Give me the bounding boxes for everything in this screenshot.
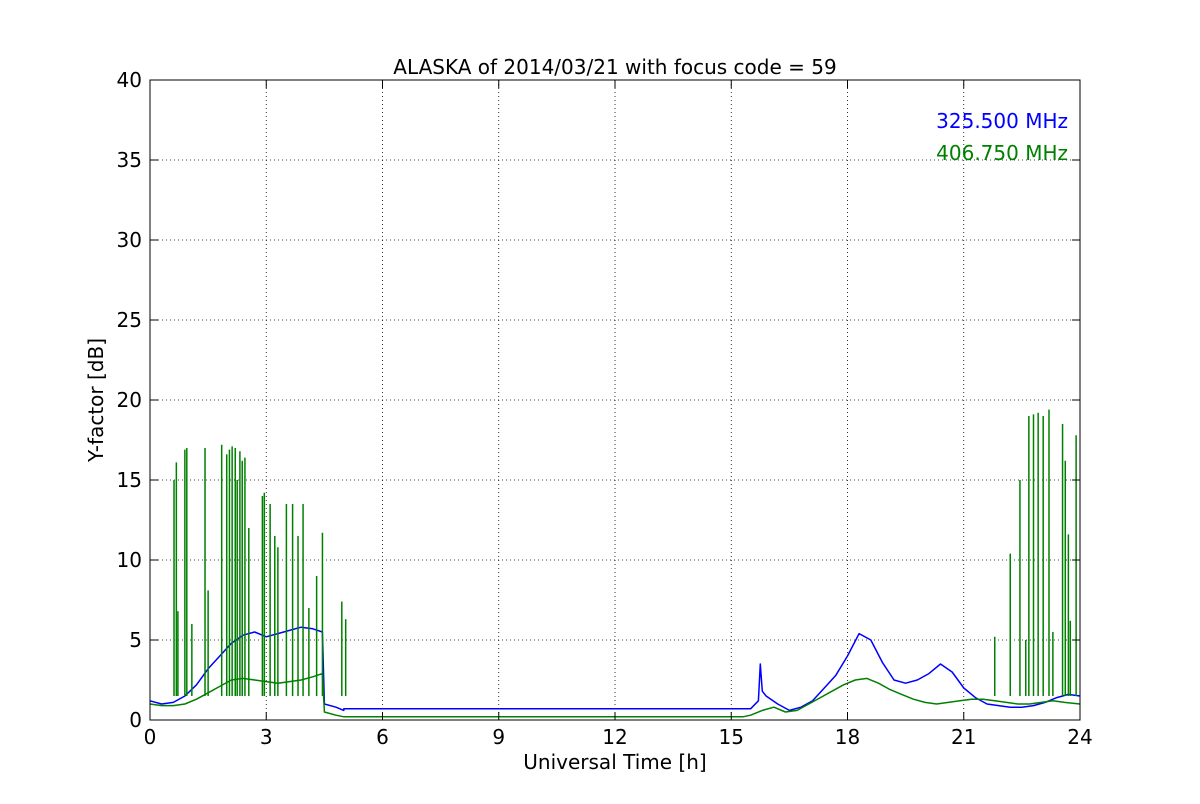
y-tick-label: 30 (117, 228, 142, 252)
chart-title: ALASKA of 2014/03/21 with focus code = 5… (393, 55, 836, 79)
x-tick-label: 15 (719, 725, 744, 749)
x-tick-label: 6 (376, 725, 389, 749)
x-tick-label: 0 (144, 725, 157, 749)
y-tick-label: 25 (117, 308, 142, 332)
x-tick-label: 12 (602, 725, 627, 749)
series-layer (149, 409, 1081, 718)
y-tick-label: 40 (117, 68, 142, 92)
axis-ticks: 0 3 6 9 12 15 18 21 24 0 5 10 15 20 25 30 35 40 (117, 68, 1093, 749)
legend-entry-2: 406.750 MHz (936, 141, 1068, 165)
y-tick-label: 15 (117, 468, 142, 492)
y-tick-label: 35 (117, 148, 142, 172)
x-tick-label: 9 (492, 725, 505, 749)
y-tick-label: 10 (117, 548, 142, 572)
legend: 325.500 MHz 406.750 MHz (936, 109, 1068, 165)
y-tick-label: 5 (129, 628, 142, 652)
y-tick-label: 20 (117, 388, 142, 412)
grid (150, 80, 1080, 720)
y-axis-label: Y-factor [dB] (84, 338, 108, 463)
series-line-2 (149, 672, 1081, 718)
x-tick-label: 21 (951, 725, 976, 749)
x-tick-label: 3 (260, 725, 273, 749)
x-tick-label: 24 (1067, 725, 1092, 749)
legend-entry-1: 325.500 MHz (936, 109, 1068, 133)
y-tick-label: 0 (129, 708, 142, 732)
x-tick-label: 18 (835, 725, 860, 749)
x-axis-label: Universal Time [h] (523, 750, 706, 774)
